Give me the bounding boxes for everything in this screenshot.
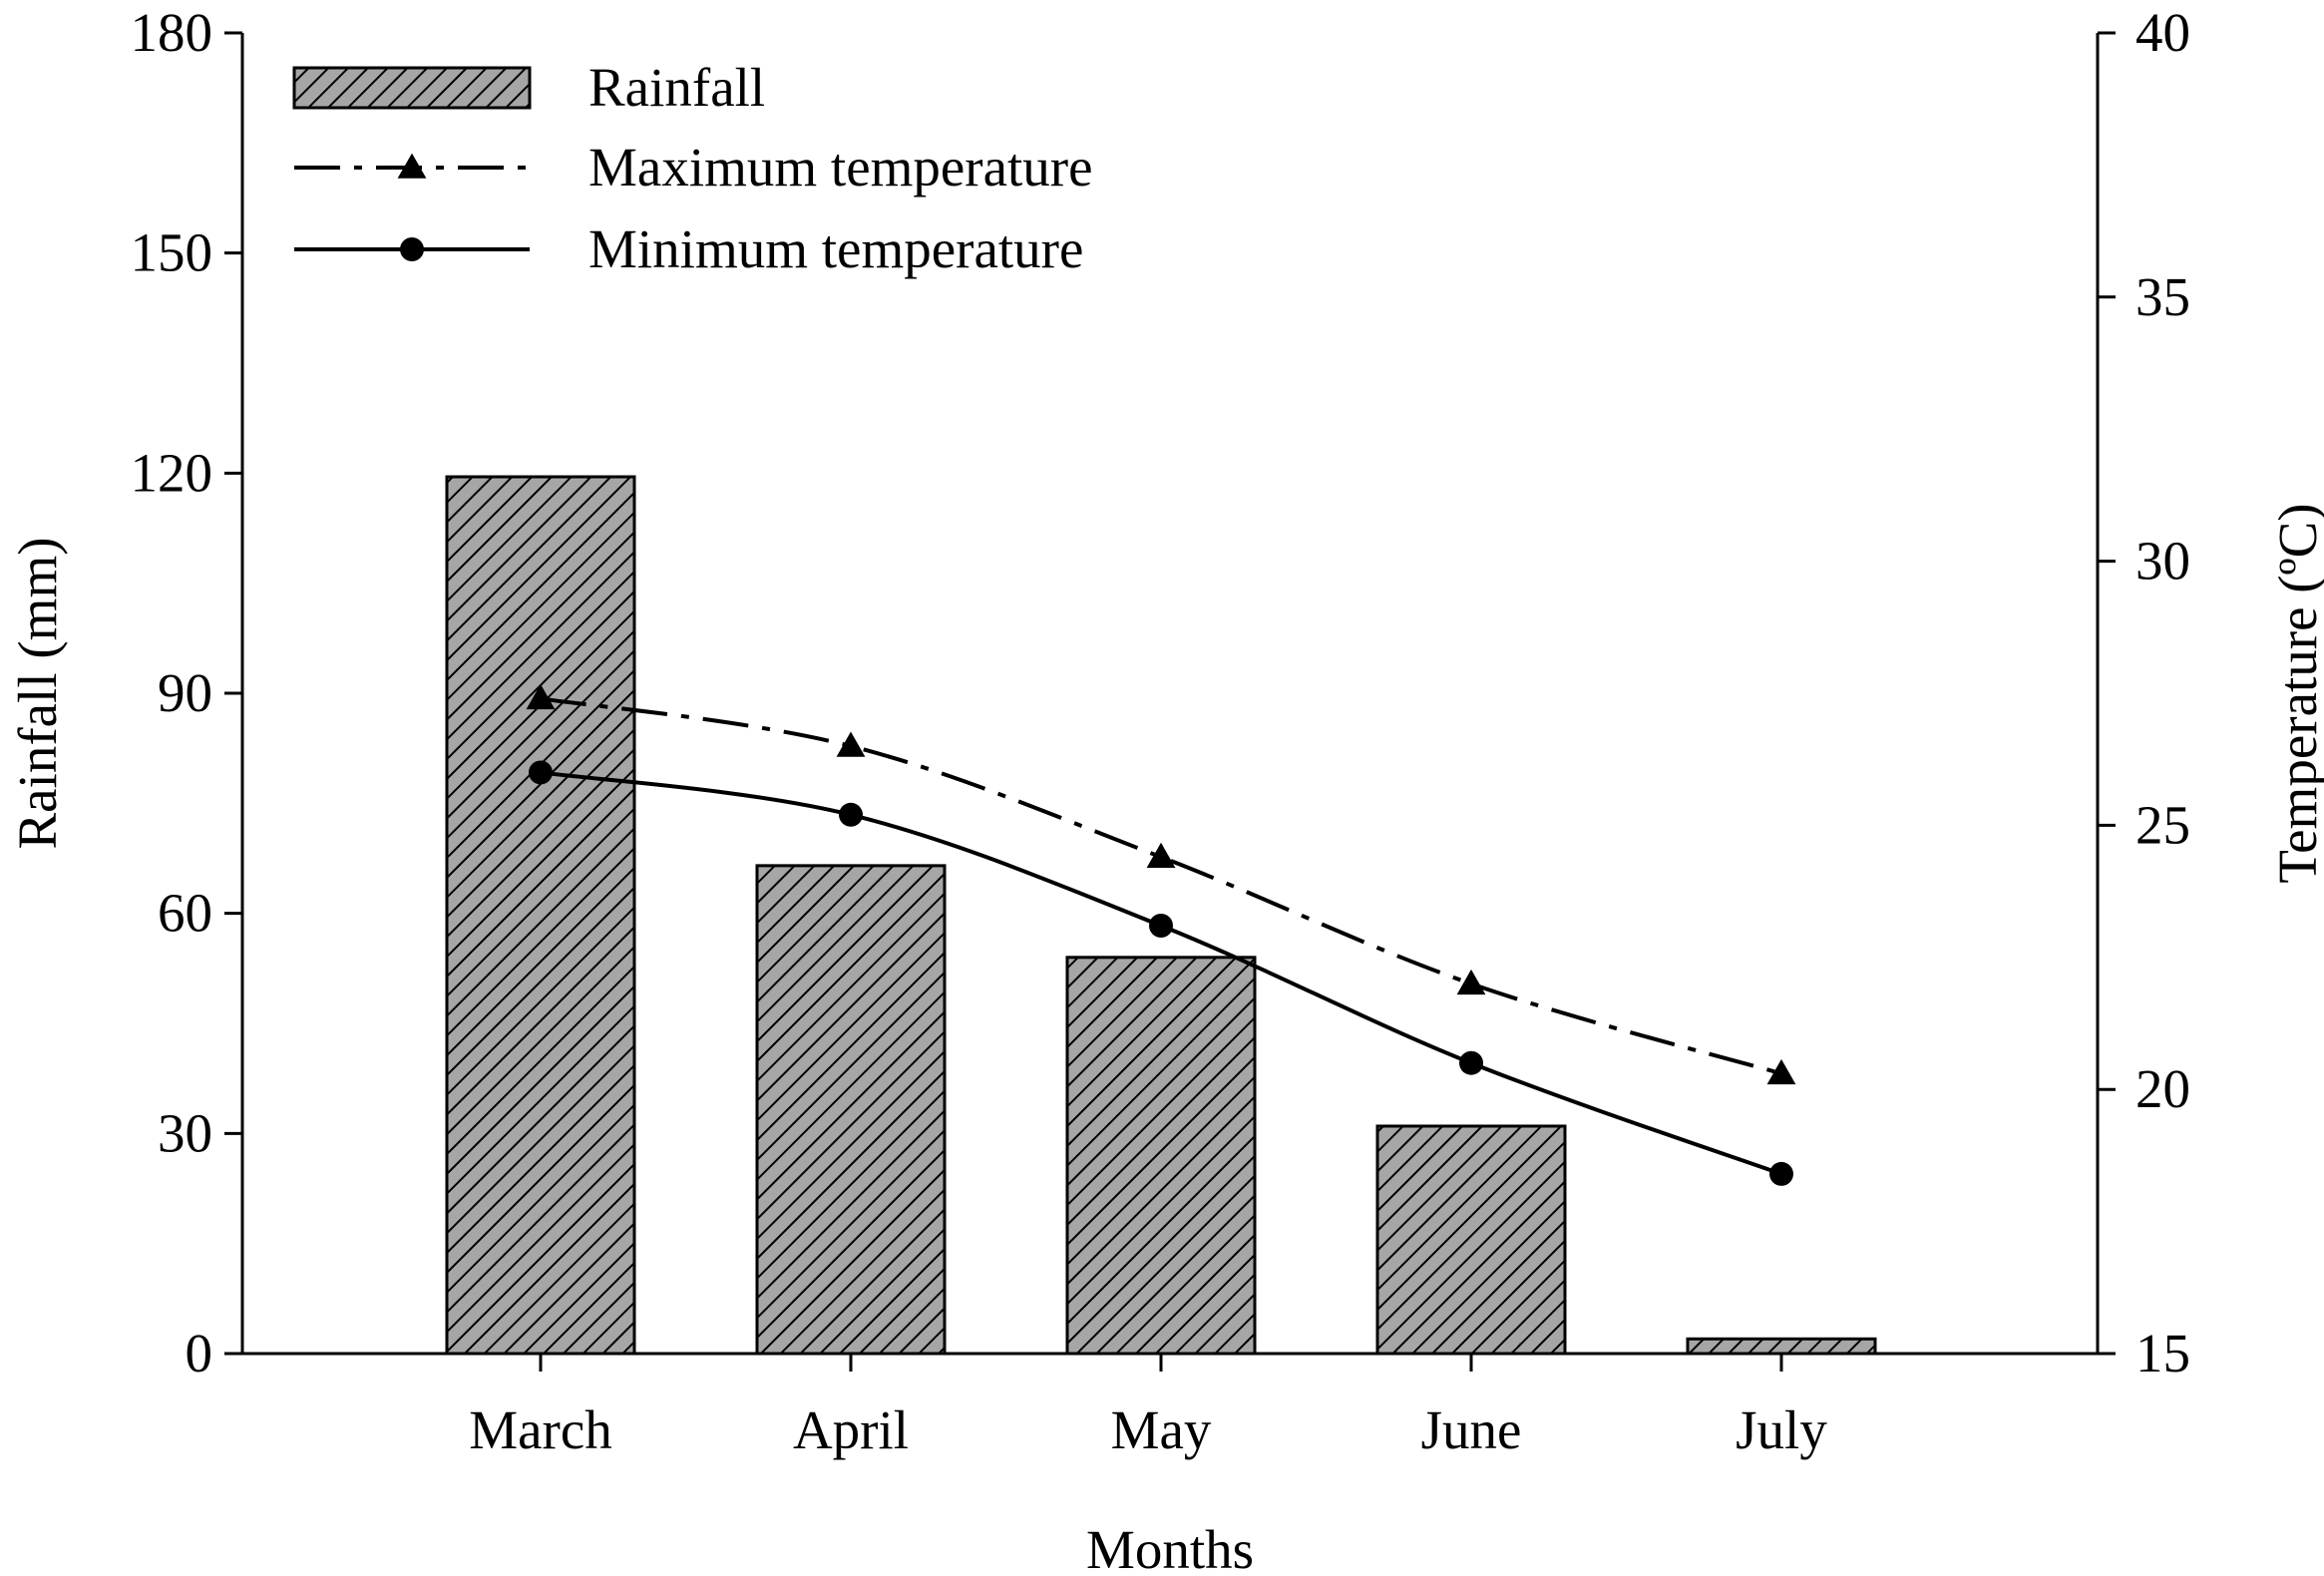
right-y-tick-label: 25: [2135, 794, 2190, 855]
bar-july: [1686, 1337, 1877, 1356]
bar-may: [1065, 956, 1257, 1356]
left-y-tick-label: 90: [158, 662, 212, 723]
bar-march: [445, 475, 636, 1356]
legend-marker-maximum-temperature: [397, 153, 427, 179]
series-line-maximum-temperature: [540, 696, 1782, 1076]
legend-label-rainfall: Rainfall: [588, 57, 765, 118]
x-axis-title: Months: [1086, 1519, 1254, 1576]
bar-april: [755, 864, 947, 1356]
right-y-axis-title: Temperature (ºC): [2267, 503, 2324, 883]
right-y-tick-label: 15: [2135, 1323, 2190, 1383]
left-y-tick-label: 30: [158, 1102, 212, 1163]
right-y-tick-label: 35: [2135, 266, 2190, 327]
right-y-tick-label: 40: [2135, 2, 2190, 63]
marker-maximum-temperature-march: [526, 683, 556, 710]
left-y-tick-label: 60: [158, 883, 212, 944]
left-y-axis-title: Rainfall (mm): [7, 537, 68, 849]
left-y-tick-label: 150: [131, 222, 213, 283]
x-tick-label-april: April: [793, 1399, 909, 1460]
x-tick-label-march: March: [469, 1399, 612, 1460]
marker-minimum-temperature-may: [1149, 914, 1173, 939]
legend-swatch-rainfall: [292, 66, 532, 110]
marker-maximum-temperature-april: [836, 731, 866, 757]
marker-maximum-temperature-july: [1766, 1058, 1796, 1085]
left-y-tick-label: 0: [186, 1323, 213, 1383]
legend-marker-minimum-temperature: [400, 237, 424, 261]
marker-minimum-temperature-july: [1769, 1161, 1793, 1186]
bar-june: [1375, 1124, 1567, 1356]
marker-minimum-temperature-march: [529, 760, 553, 785]
left-y-tick-label: 120: [131, 442, 213, 503]
left-y-tick-label: 180: [131, 2, 213, 63]
legend-label-maximum-temperature: Maximum temperature: [588, 137, 1093, 197]
marker-maximum-temperature-june: [1456, 969, 1486, 995]
marker-maximum-temperature-may: [1146, 842, 1176, 868]
right-y-tick-label: 20: [2135, 1058, 2190, 1119]
marker-minimum-temperature-june: [1459, 1050, 1483, 1075]
x-tick-label-june: June: [1421, 1399, 1522, 1460]
marker-minimum-temperature-april: [839, 802, 863, 827]
legend-label-minimum-temperature: Minimum temperature: [588, 218, 1083, 279]
x-tick-label-july: July: [1736, 1399, 1827, 1460]
right-y-tick-label: 30: [2135, 531, 2190, 591]
x-tick-label-may: May: [1111, 1399, 1212, 1460]
